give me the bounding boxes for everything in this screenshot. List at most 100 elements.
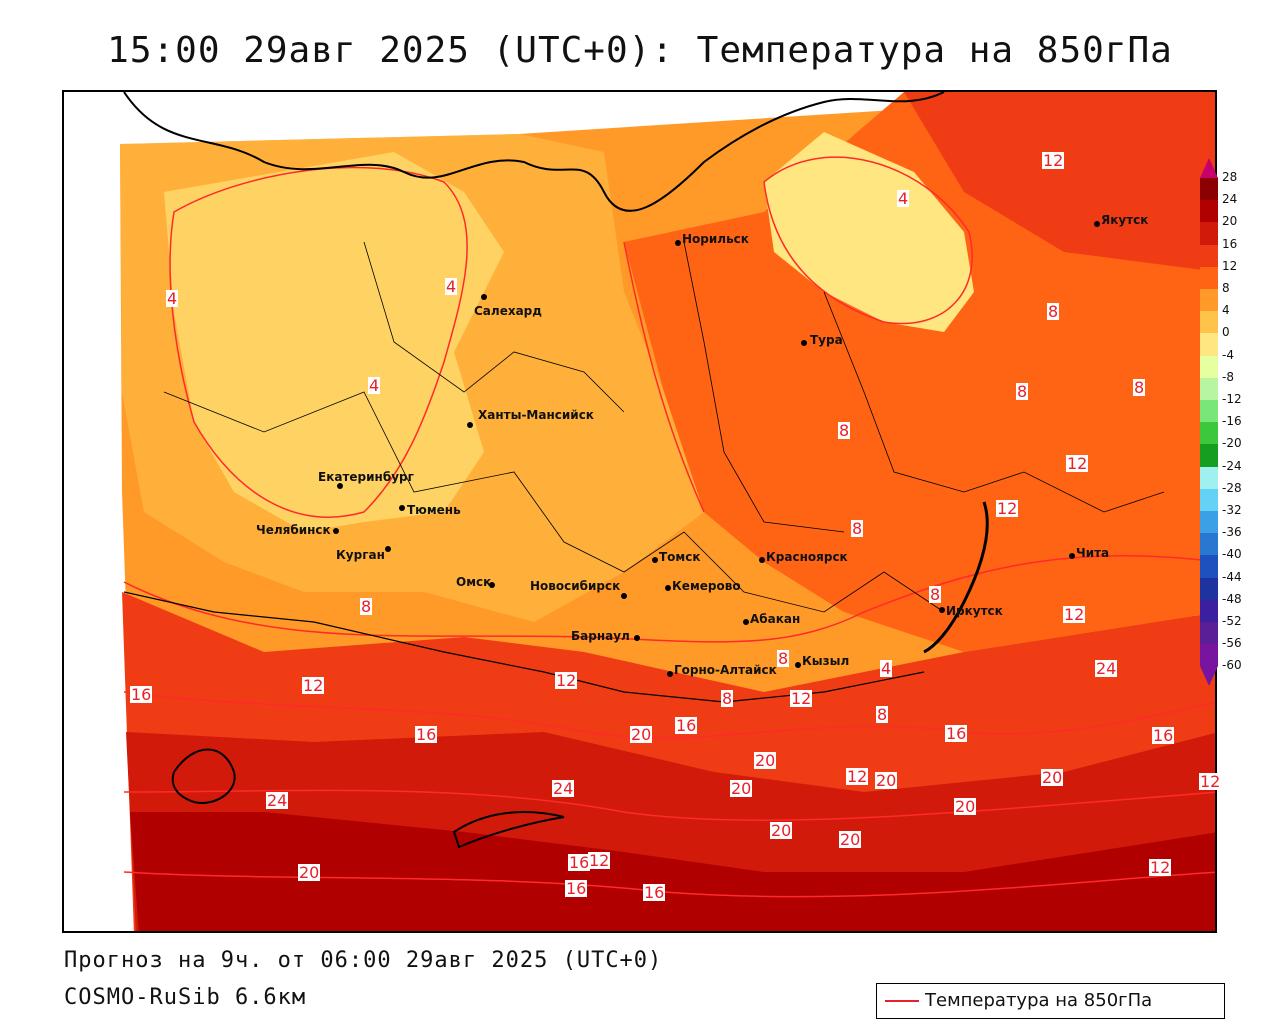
city-label: Кемерово xyxy=(672,579,741,593)
colorbar-segment xyxy=(1200,222,1218,245)
colorbar-segment xyxy=(1200,466,1218,489)
colorbar-segment xyxy=(1200,178,1218,201)
colorbar-tick-label: 20 xyxy=(1222,214,1238,229)
contour-value-label: 8 xyxy=(777,649,790,668)
city-dot xyxy=(801,340,807,346)
colorbar-tick-label: 0 xyxy=(1222,325,1230,340)
city-dot xyxy=(634,635,640,641)
contour-value-label: 16 xyxy=(675,716,698,735)
city-dot xyxy=(385,546,391,552)
city-label: Томск xyxy=(659,550,701,564)
city-dot xyxy=(399,505,405,511)
contour-value-label: 8 xyxy=(1016,382,1029,401)
colorbar-segment xyxy=(1200,422,1218,445)
colorbar-segment xyxy=(1200,200,1218,223)
contour-value-label: 20 xyxy=(298,863,321,882)
city-label: Кызыл xyxy=(802,654,850,668)
city-label: Барнаул xyxy=(571,629,630,643)
contour-value-label: 12 xyxy=(1199,772,1222,791)
city-dot xyxy=(759,557,765,563)
colorbar-tick-label: -44 xyxy=(1222,569,1242,584)
city-label: Курган xyxy=(336,548,385,562)
contour-value-label: 8 xyxy=(851,519,864,538)
city-label: Абакан xyxy=(750,612,801,626)
colorbar-tick-label: -48 xyxy=(1222,591,1242,606)
colorbar-tick-label: -20 xyxy=(1222,436,1242,451)
colorbar-segment xyxy=(1200,266,1218,289)
colorbar-segment xyxy=(1200,377,1218,400)
contour-value-label: 20 xyxy=(839,830,862,849)
colorbar-segment xyxy=(1200,488,1218,511)
colorbar-tick-label: -56 xyxy=(1222,636,1242,651)
colorbar-segment xyxy=(1200,577,1218,600)
colorbar-tick-label: -24 xyxy=(1222,458,1242,473)
contour-value-label: 8 xyxy=(1133,378,1146,397)
legend-label: Температура на 850гПа xyxy=(925,990,1153,1011)
city-label: Красноярск xyxy=(766,550,848,564)
city-label: Челябинск xyxy=(256,523,331,537)
city-label: Новосибирск xyxy=(530,579,621,593)
contour-value-label: 8 xyxy=(876,705,889,724)
map-area[interactable] xyxy=(62,90,1217,933)
colorbar-segment xyxy=(1200,622,1218,645)
contour-value-label: 16 xyxy=(945,724,968,743)
contour-value-label: 12 xyxy=(1042,151,1065,170)
contour-value-label: 12 xyxy=(302,676,325,695)
contour-value-label: 16 xyxy=(1152,726,1175,745)
city-label: Екатеринбург xyxy=(318,470,414,484)
contour-value-label: 12 xyxy=(1066,454,1089,473)
contour-value-label: 20 xyxy=(770,821,793,840)
colorbar-tick-label: -8 xyxy=(1222,369,1234,384)
colorbar-tick-label: -40 xyxy=(1222,547,1242,562)
colorbar-segment xyxy=(1200,511,1218,534)
contour-value-label: 20 xyxy=(1041,768,1064,787)
colorbar-tick-label: 16 xyxy=(1222,236,1238,251)
contour-value-label: 12 xyxy=(1063,605,1086,624)
city-dot xyxy=(795,662,801,668)
colorbar-segment xyxy=(1200,644,1218,667)
colorbar-segment xyxy=(1200,599,1218,622)
city-dot xyxy=(675,240,681,246)
city-dot xyxy=(1069,553,1075,559)
colorbar-tick-label: -16 xyxy=(1222,414,1242,429)
colorbar-tick-label: -12 xyxy=(1222,392,1242,406)
city-label: Горно-Алтайск xyxy=(674,663,777,677)
colorbar-tick-label: -28 xyxy=(1222,480,1242,495)
legend: Температура на 850гПа xyxy=(876,983,1225,1019)
city-label: Тюмень xyxy=(407,503,461,517)
contour-value-label: 4 xyxy=(166,289,179,308)
contour-value-label: 4 xyxy=(880,659,893,678)
city-dot xyxy=(1094,221,1100,227)
contour-value-label: 12 xyxy=(846,767,869,786)
contour-value-label: 4 xyxy=(368,376,381,395)
contour-value-label: 12 xyxy=(1149,858,1172,877)
contour-value-label: 20 xyxy=(954,797,977,816)
city-label: Норильск xyxy=(682,232,749,246)
colorbar-segment xyxy=(1200,289,1218,312)
colorbar-segment xyxy=(1200,333,1218,356)
contour-value-label: 20 xyxy=(875,771,898,790)
colorbar-tick-label: -60 xyxy=(1222,658,1242,673)
city-dot xyxy=(652,557,658,563)
contour-value-label: 20 xyxy=(630,725,653,744)
city-label: Ханты-Мансийск xyxy=(478,408,594,422)
colorbar-segment xyxy=(1200,244,1218,267)
colorbar-segment xyxy=(1200,533,1218,556)
contour-value-label: 16 xyxy=(415,725,438,744)
city-label: Якутск xyxy=(1101,213,1149,227)
colorbar-tick-label: 12 xyxy=(1222,258,1238,273)
temperature-map xyxy=(64,92,1215,931)
page-title: 15:00 29авг 2025 (UTC+0): Температура на… xyxy=(107,30,1173,71)
colorbar-tick-label: 4 xyxy=(1222,303,1230,318)
contour-value-label: 8 xyxy=(360,597,373,616)
contour-value-label: 12 xyxy=(996,499,1019,518)
colorbar-segment xyxy=(1200,400,1218,423)
city-dot xyxy=(337,483,343,489)
contour-value-label: 12 xyxy=(555,671,578,690)
contour-value-label: 20 xyxy=(730,779,753,798)
city-label: Иркутск xyxy=(946,604,1003,618)
colorbar-segment xyxy=(1200,355,1218,378)
contour-value-label: 8 xyxy=(721,689,734,708)
contour-value-label: 8 xyxy=(1047,302,1060,321)
city-label: Чита xyxy=(1076,546,1110,560)
